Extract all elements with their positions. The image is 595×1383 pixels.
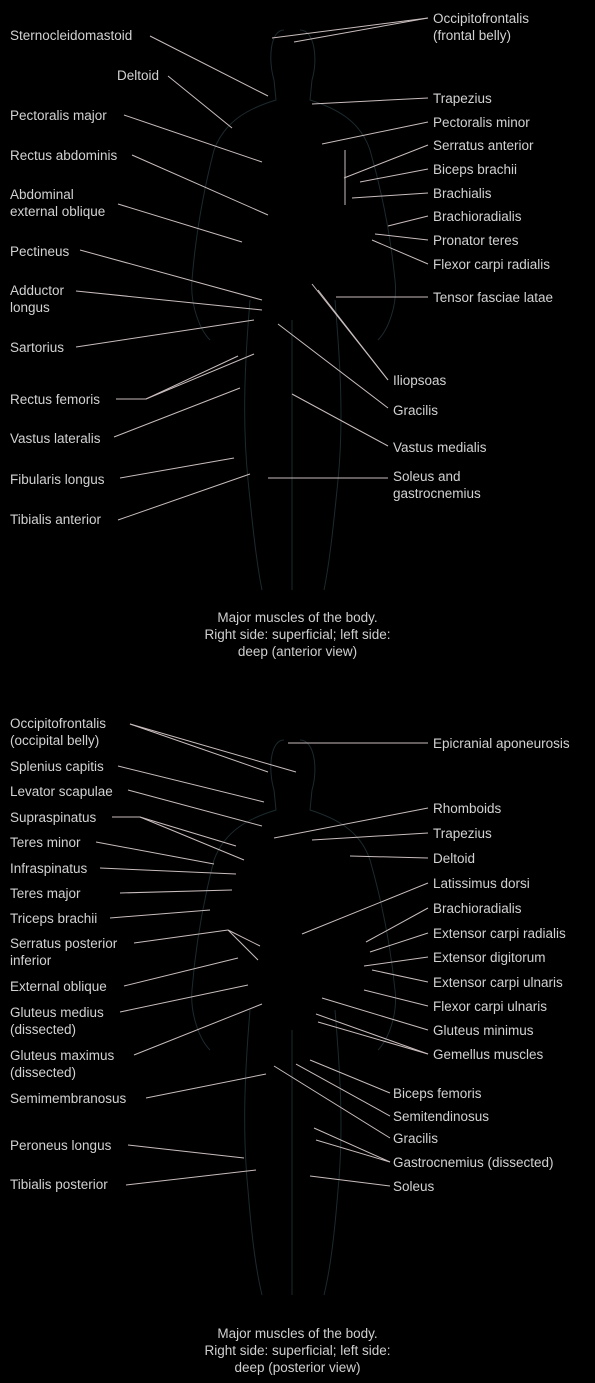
label-latissimus-dorsi: Latissimus dorsi	[433, 876, 530, 891]
label-semimembranosus: Semimembranosus	[10, 1091, 127, 1106]
label-iliopsoas: Iliopsoas	[393, 373, 447, 388]
label-fibularis-longus: Fibularis longus	[10, 472, 105, 487]
label-soleus-and-gastrocnemius: Soleus and gastrocnemius	[393, 469, 481, 501]
label-sternocleidomastoid: Sternocleidomastoid	[10, 28, 133, 43]
label-serratus-anterior: Serratus anterior	[433, 138, 534, 153]
label-serratus-posterior-inferior: Serratus posterior inferior	[10, 936, 118, 968]
label-supraspinatus: Supraspinatus	[10, 810, 97, 825]
label-biceps-femoris: Biceps femoris	[393, 1086, 482, 1101]
label-gemellus-muscles: Gemellus muscles	[433, 1047, 544, 1062]
posterior-leader-lines	[95, 723, 429, 1187]
label-flexor-carpi-radialis: Flexor carpi radialis	[433, 257, 551, 272]
label-trapezius-posterior: Trapezius	[433, 826, 492, 841]
label-pectineus: Pectineus	[10, 244, 70, 259]
label-tensor-fasciae-latae: Tensor fasciae latae	[433, 290, 554, 305]
label-brachioradialis: Brachioradialis	[433, 209, 522, 224]
label-biceps-brachii: Biceps brachii	[433, 162, 518, 177]
label-gluteus-maximus: Gluteus maximus (dissected)	[10, 1048, 115, 1080]
label-brachialis: Brachialis	[433, 186, 492, 201]
label-gluteus-medius: Gluteus medius (dissected)	[10, 1005, 104, 1037]
label-soleus: Soleus	[393, 1179, 435, 1194]
label-splenius-capitis: Splenius capitis	[10, 759, 104, 774]
label-teres-major: Teres major	[10, 886, 81, 901]
label-abdominal-external-oblique: Abdominal external oblique	[10, 187, 106, 219]
label-sartorius: Sartorius	[10, 340, 65, 355]
label-rectus-abdominis: Rectus abdominis	[10, 148, 118, 163]
label-trapezius: Trapezius	[433, 91, 492, 106]
label-teres-minor: Teres minor	[10, 835, 81, 850]
label-vastus-medialis: Vastus medialis	[393, 440, 487, 455]
label-adductor-longus: Adductor longus	[10, 283, 65, 315]
label-extensor-carpi-ulnaris: Extensor carpi ulnaris	[433, 975, 563, 990]
posterior-caption: Major muscles of the body. Right side: s…	[204, 1326, 391, 1375]
label-rhomboids: Rhomboids	[433, 801, 502, 816]
anterior-caption: Major muscles of the body. Right side: s…	[204, 610, 391, 659]
label-semitendinosus: Semitendinosus	[393, 1109, 490, 1124]
label-brachioradialis-posterior: Brachioradialis	[433, 901, 522, 916]
label-gracilis: Gracilis	[393, 403, 439, 418]
label-tibialis-posterior: Tibialis posterior	[10, 1177, 108, 1192]
label-gluteus-minimus: Gluteus minimus	[433, 1023, 534, 1038]
anterior-body-figure	[191, 29, 397, 591]
label-levator-scapulae: Levator scapulae	[10, 784, 113, 799]
anterior-leader-lines	[75, 17, 429, 521]
label-vastus-lateralis: Vastus lateralis	[10, 431, 101, 446]
posterior-body-figure	[191, 739, 397, 1296]
label-extensor-digitorum: Extensor digitorum	[433, 950, 546, 965]
label-occipitofrontalis-frontal: Occipitofrontalis (frontal belly)	[433, 11, 530, 43]
label-gastrocnemius-dissected: Gastrocnemius (dissected)	[393, 1155, 554, 1170]
label-pectoralis-major: Pectoralis major	[10, 108, 107, 123]
label-flexor-carpi-ulnaris: Flexor carpi ulnaris	[433, 999, 548, 1014]
label-triceps-brachii: Triceps brachii	[10, 911, 98, 926]
label-pronator-teres: Pronator teres	[433, 233, 519, 248]
label-occipitofrontalis-occipital: Occipitofrontalis (occipital belly)	[10, 716, 107, 748]
label-epicranial-aponeurosis: Epicranial aponeurosis	[433, 736, 570, 751]
label-tibialis-anterior: Tibialis anterior	[10, 512, 102, 527]
label-extensor-carpi-radialis: Extensor carpi radialis	[433, 926, 566, 941]
label-rectus-femoris: Rectus femoris	[10, 392, 101, 407]
label-gracilis-posterior: Gracilis	[393, 1131, 439, 1146]
label-infraspinatus: Infraspinatus	[10, 861, 88, 876]
label-external-oblique: External oblique	[10, 979, 107, 994]
label-deltoid: Deltoid	[117, 68, 160, 83]
label-deltoid-posterior: Deltoid	[433, 851, 476, 866]
label-peroneus-longus: Peroneus longus	[10, 1138, 112, 1153]
label-pectoralis-minor: Pectoralis minor	[433, 115, 530, 130]
